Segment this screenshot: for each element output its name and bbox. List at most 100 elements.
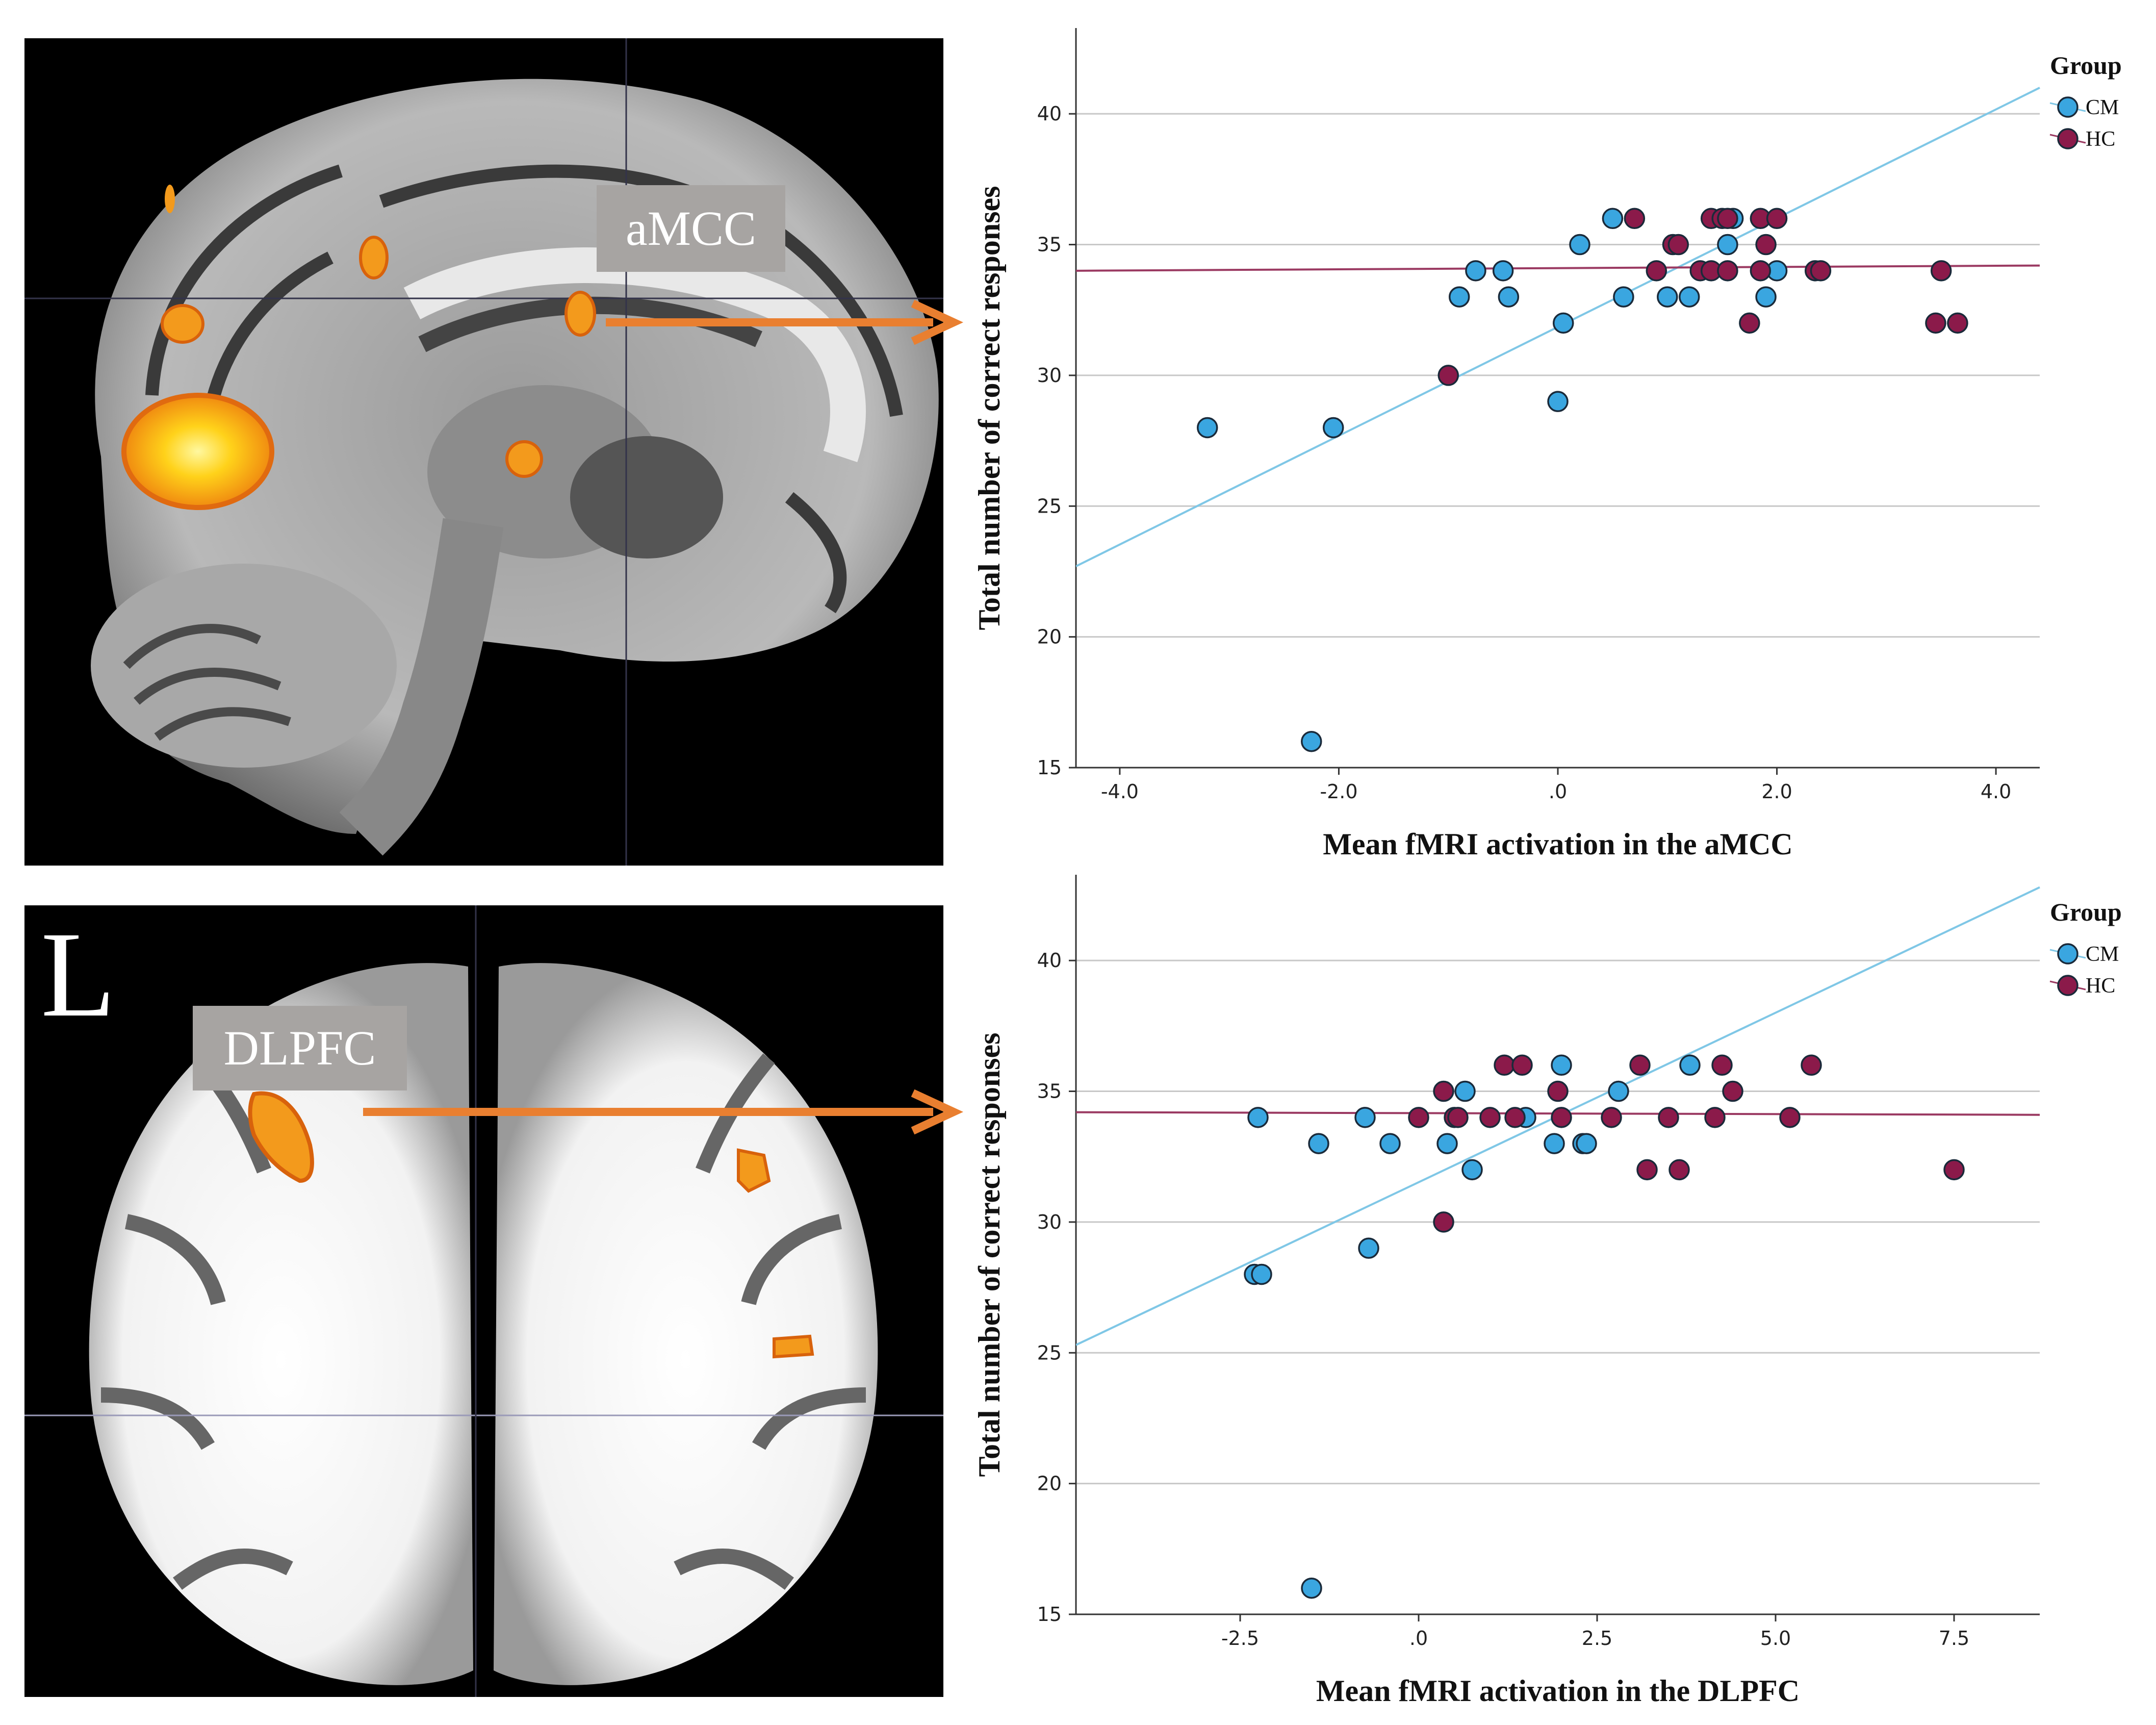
- chart0-point-cm: [1498, 286, 1520, 308]
- chart0-point-cm: [1613, 286, 1634, 308]
- chart0-point-cm: [1465, 260, 1486, 282]
- chart1-x-tick-label: -2.5: [1221, 1627, 1259, 1650]
- chart0-point-cm: [1678, 286, 1700, 308]
- chart1-legend-label-cm: CM: [2086, 943, 2119, 966]
- chart0-x-tick-label: -4.0: [1101, 780, 1139, 803]
- chart0-point-hc: [1646, 260, 1667, 282]
- chart0-point-cm: [1196, 417, 1218, 439]
- chart0-point-hc: [1766, 208, 1788, 230]
- chart1-point-hc: [1408, 1107, 1429, 1128]
- chart1-point-hc: [1669, 1159, 1690, 1181]
- chart1-point-hc: [1601, 1107, 1622, 1128]
- chart1-x-axis-title: Mean fMRI activation in the DLPFC: [1316, 1674, 1800, 1708]
- chart1-point-hc: [1801, 1054, 1822, 1076]
- chart1-point-cm: [1576, 1133, 1597, 1154]
- chart1-y-tick-label: 40: [1037, 949, 1062, 972]
- chart0-x-tick-label: -2.0: [1320, 780, 1357, 803]
- chart1-point-hc: [1636, 1159, 1658, 1181]
- chart0-point-cm: [1717, 234, 1738, 256]
- chart1-y-axis-title: Total number of correct responses: [972, 1032, 1006, 1477]
- brain-sagittal-image: [24, 38, 943, 866]
- chart0-y-tick-label: 20: [1037, 626, 1062, 648]
- chart1-y-tick-label: 30: [1037, 1211, 1062, 1233]
- chart0-point-cm: [1547, 391, 1569, 412]
- chart0-point-hc: [1947, 312, 1968, 334]
- chart1-legend-marker-hc: [2057, 975, 2078, 996]
- chart0-point-hc: [1930, 260, 1952, 282]
- chart1-y-tick-label: 25: [1037, 1341, 1062, 1364]
- chart1-point-cm: [1461, 1159, 1483, 1181]
- chart1-point-cm: [1247, 1107, 1269, 1128]
- dlpfc-arrow: [363, 1089, 964, 1135]
- chart1-point-hc: [1943, 1159, 1965, 1181]
- dlpfc-region-label: DLPFC: [193, 1006, 407, 1090]
- chart1-x-tick-label: 5.0: [1760, 1627, 1791, 1650]
- chart0-legend-title: Group: [2050, 51, 2122, 80]
- chart0-x-tick-label: 4.0: [1981, 780, 2011, 803]
- chart1-x-tick-label: 7.5: [1939, 1627, 1969, 1650]
- chart0-legend-marker-cm: [2057, 96, 2078, 118]
- scatter-chart-amcc: 15 20 25 30 35 40 -4.0 -2.0 .0 2.0 4.0 Mean fMRI ac…: [972, 28, 2122, 861]
- chart0-point-cm: [1755, 286, 1777, 308]
- chart1-point-cm: [1301, 1577, 1322, 1599]
- hemisphere-label: L: [41, 906, 116, 1042]
- chart0-point-hc: [1755, 234, 1777, 256]
- chart1-point-hc: [1433, 1211, 1454, 1233]
- chart1-x-tick-label: .0: [1409, 1627, 1428, 1650]
- chart1-point-cm: [1436, 1133, 1458, 1154]
- chart1-point-hc: [1447, 1107, 1469, 1128]
- chart1-point-cm: [1454, 1080, 1476, 1102]
- chart1-point-hc: [1504, 1107, 1526, 1128]
- chart1-point-cm: [1608, 1080, 1629, 1102]
- chart1-point-hc: [1479, 1107, 1501, 1128]
- chart1-y-tick-label: 35: [1037, 1080, 1062, 1103]
- chart1-point-cm: [1354, 1107, 1376, 1128]
- chart1-point-cm: [1358, 1237, 1379, 1259]
- chart0-y-tick-label: 40: [1037, 103, 1062, 125]
- chart0-legend-label-cm: CM: [2086, 96, 2119, 119]
- chart0-y-tick-label: 25: [1037, 495, 1062, 517]
- chart0-point-cm: [1657, 286, 1678, 308]
- chart0-point-hc: [1810, 260, 1832, 282]
- chart0-point-cm: [1602, 208, 1624, 230]
- chart1-point-cm: [1551, 1054, 1572, 1076]
- chart1-legend-title: Group: [2050, 898, 2122, 926]
- chart1-legend-marker-cm: [2057, 943, 2078, 965]
- chart1-point-hc: [1494, 1054, 1515, 1076]
- chart0-point-hc: [1438, 365, 1459, 386]
- chart1-point-hc: [1658, 1107, 1679, 1128]
- chart0-point-hc: [1624, 208, 1646, 230]
- chart1-point-cm: [1544, 1133, 1565, 1154]
- chart0-point-cm: [1322, 417, 1344, 439]
- chart1-point-cm: [1251, 1263, 1272, 1285]
- chart1-point-cm: [1379, 1133, 1401, 1154]
- chart0-point-cm: [1569, 234, 1590, 256]
- chart0-fit-line-hc: [1076, 264, 2040, 272]
- amcc-region-label: aMCC: [597, 185, 785, 272]
- chart1-point-hc: [1779, 1107, 1801, 1128]
- chart0-x-tick-label: .0: [1549, 780, 1567, 803]
- chart1-point-cm: [1679, 1054, 1701, 1076]
- chart1-point-hc: [1511, 1054, 1533, 1076]
- chart1-point-cm: [1308, 1133, 1329, 1154]
- amcc-arrow: [606, 299, 964, 345]
- chart1-x-tick-label: 2.5: [1582, 1627, 1612, 1650]
- chart0-y-tick-label: 15: [1037, 756, 1062, 779]
- scatter-chart-dlpfc: 15 20 25 30 35 40 -2.5 .0 2.5 5.0 7.5 Mean fMRI act…: [972, 875, 2122, 1708]
- chart1-point-hc: [1551, 1107, 1572, 1128]
- chart0-point-hc: [1717, 260, 1738, 282]
- chart0-point-cm: [1492, 260, 1514, 282]
- chart1-point-hc: [1547, 1080, 1569, 1102]
- chart0-point-hc: [1717, 208, 1738, 230]
- chart0-x-axis-title: Mean fMRI activation in the aMCC: [1323, 827, 1793, 861]
- chart1-y-tick-label: 15: [1037, 1603, 1062, 1626]
- chart0-point-cm: [1448, 286, 1470, 308]
- chart1-y-tick-label: 20: [1037, 1473, 1062, 1495]
- chart0-point-cm: [1301, 730, 1322, 752]
- chart1-point-hc: [1704, 1107, 1726, 1128]
- chart0-point-cm: [1552, 312, 1574, 334]
- chart0-legend-label-hc: HC: [2086, 128, 2115, 151]
- chart0-point-hc: [1667, 234, 1689, 256]
- chart1-point-hc: [1722, 1080, 1743, 1102]
- chart0-point-hc: [1925, 312, 1946, 334]
